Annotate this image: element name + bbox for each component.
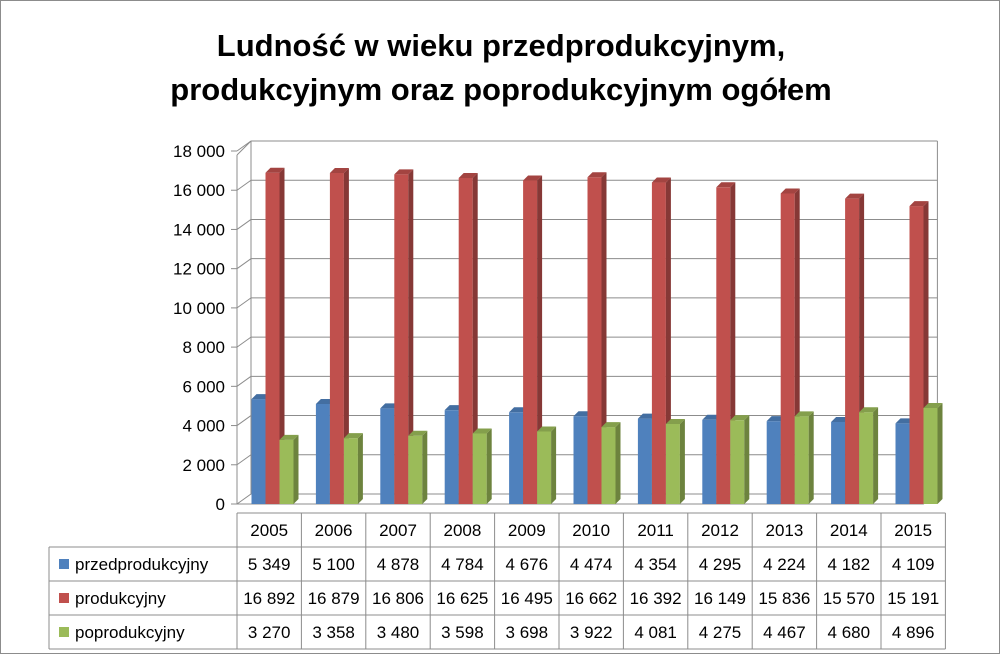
data-table: 2005 2006 2007 2008 2009 2010 2011 2012 2013 2014… (48, 512, 946, 650)
bar-poprodukcyjny-2006 (343, 433, 363, 504)
y-tick-label: 2 000 (182, 456, 225, 475)
data-label: 3 480 (377, 623, 420, 642)
x-category-label: 2005 (250, 521, 288, 540)
y-tick-label: 14 000 (173, 220, 225, 239)
bar-poprodukcyjny-2014 (859, 407, 879, 504)
bar-poprodukcyjny-2013 (794, 411, 814, 504)
data-label: 4 275 (699, 623, 742, 642)
x-category-label: 2007 (379, 521, 417, 540)
bar-poprodukcyjny-2007 (408, 430, 428, 504)
data-label: 4 295 (699, 555, 742, 574)
y-axis: 0 2 000 4 000 6 000 8 000 10 000 12 000 14 000 1… (173, 142, 238, 514)
data-label: 16 879 (308, 589, 360, 608)
y-tick-label: 0 (216, 495, 225, 514)
legend-key-produkcyjny (59, 593, 69, 603)
data-label: 15 836 (758, 589, 810, 608)
bar-produkcyjny-2008 (458, 172, 478, 504)
data-label: 16 392 (630, 589, 682, 608)
data-label: 16 149 (694, 589, 746, 608)
data-label: 16 806 (372, 589, 424, 608)
data-label: 3 270 (248, 623, 291, 642)
bar-produkcyjny-2006 (329, 167, 349, 504)
bar-poprodukcyjny-2005 (279, 434, 299, 504)
data-label: 16 495 (501, 589, 553, 608)
x-category-label: 2006 (315, 521, 353, 540)
bar-poprodukcyjny-2011 (665, 418, 685, 504)
data-label: 4 784 (441, 555, 484, 574)
bar-poprodukcyjny-2010 (601, 422, 621, 504)
chart-title-line-1: Ludność w wieku przedprodukcyjnym, (217, 28, 785, 63)
y-tick-label: 6 000 (182, 377, 225, 396)
y-tick-label: 10 000 (173, 299, 225, 318)
data-label: 3 922 (570, 623, 613, 642)
bar-poprodukcyjny-2008 (472, 428, 492, 504)
bar-layer (251, 167, 943, 505)
data-label: 5 100 (312, 555, 355, 574)
legend-label-poprodukcyjny: poprodukcyjny (75, 623, 185, 642)
chart-title-line-2: produkcyjnym oraz poprodukcyjnym ogółem (170, 72, 831, 107)
x-category-label: 2013 (765, 521, 803, 540)
data-label: 16 662 (565, 589, 617, 608)
bar-produkcyjny-2010 (587, 172, 607, 504)
legend-key-poprodukcyjny (59, 627, 69, 637)
y-tick-label: 12 000 (173, 260, 225, 279)
x-category-label: 2015 (894, 521, 932, 540)
bar-poprodukcyjny-2009 (537, 426, 557, 504)
y-tick-label: 18 000 (173, 142, 225, 161)
data-label: 4 182 (828, 555, 871, 574)
x-category-label: 2009 (508, 521, 546, 540)
x-category-label: 2012 (701, 521, 739, 540)
data-label: 4 081 (634, 623, 677, 642)
x-category-label: 2008 (443, 521, 481, 540)
x-category-label: 2010 (572, 521, 610, 540)
bar-poprodukcyjny-2012 (730, 415, 750, 504)
legend-label-przedprodukcyjny: przedprodukcyjny (75, 555, 209, 574)
data-label: 15 191 (887, 589, 939, 608)
data-label: 16 892 (243, 589, 295, 608)
data-label: 4 680 (828, 623, 871, 642)
data-label: 4 467 (763, 623, 806, 642)
data-label: 3 358 (312, 623, 355, 642)
y-tick-label: 8 000 (182, 338, 225, 357)
data-label: 4 896 (892, 623, 935, 642)
bar-poprodukcyjny-2015 (923, 402, 943, 504)
data-label: 4 474 (570, 555, 613, 574)
data-label: 5 349 (248, 555, 291, 574)
data-label: 15 570 (823, 589, 875, 608)
y-tick-label: 16 000 (173, 181, 225, 200)
y-tick-label: 4 000 (182, 417, 225, 436)
x-category-label: 2014 (830, 521, 868, 540)
data-label: 4 224 (763, 555, 806, 574)
bar-produkcyjny-2005 (265, 167, 285, 504)
data-label: 3 698 (506, 623, 549, 642)
data-label: 4 109 (892, 555, 935, 574)
data-label: 3 598 (441, 623, 484, 642)
bar-produkcyjny-2009 (523, 175, 543, 505)
legend-key-przedprodukcyjny (59, 559, 69, 569)
data-label: 4 676 (506, 555, 549, 574)
x-category-label: 2011 (637, 521, 674, 540)
legend-label-produkcyjny: produkcyjny (75, 589, 166, 608)
bar-produkcyjny-2007 (394, 169, 414, 505)
data-label: 4 354 (634, 555, 677, 574)
data-label: 4 878 (377, 555, 420, 574)
data-label: 16 625 (436, 589, 488, 608)
